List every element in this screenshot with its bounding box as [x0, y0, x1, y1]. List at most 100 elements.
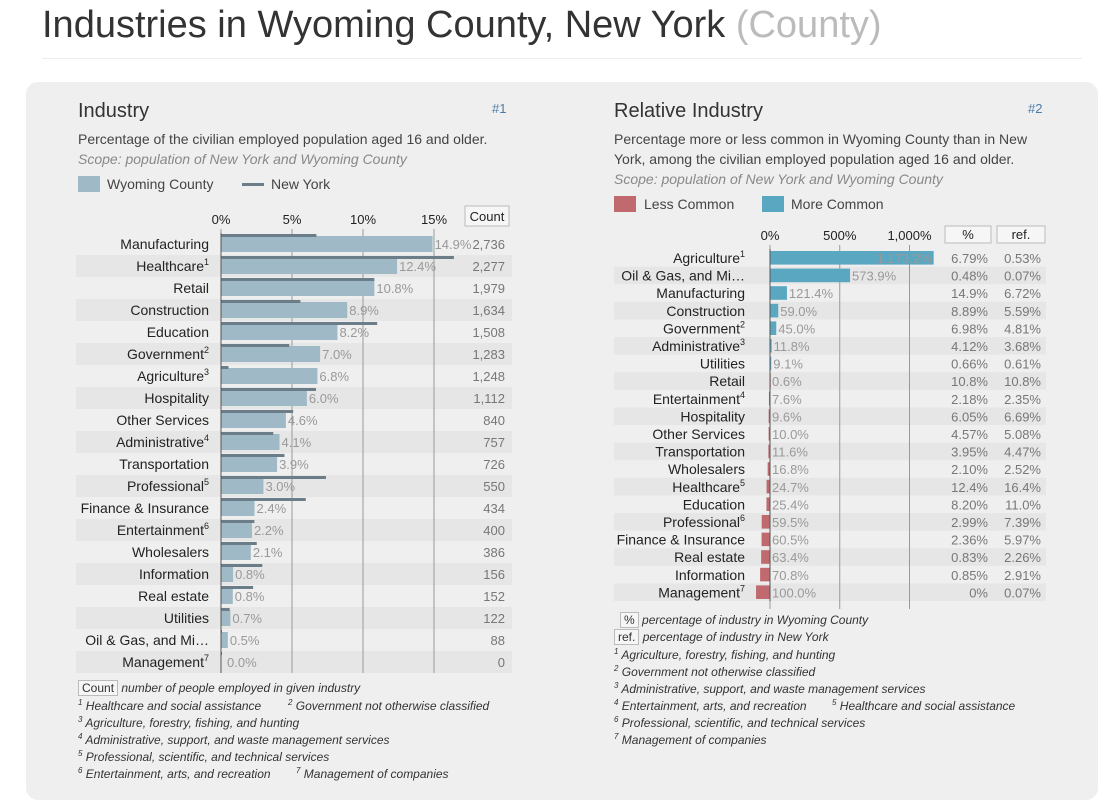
x-tick-label: 0%: [761, 228, 780, 243]
count-value: 1,248: [472, 369, 505, 384]
value-label: 9.1%: [773, 357, 803, 372]
category-label: Wholesalers: [132, 544, 209, 560]
value-label: 9.6%: [772, 409, 802, 424]
value-label: 3.0%: [265, 479, 295, 494]
new-york-marker: [221, 564, 263, 567]
category-label: Other Services: [116, 412, 209, 428]
chart1-footnote-4: 4 Administrative, support, and waste man…: [78, 732, 390, 747]
pct-value: 4.12%: [951, 339, 988, 354]
value-label: 573.9%: [852, 269, 897, 284]
wyoming-bar: [221, 588, 233, 604]
chart1-footnote-2-text: Government not otherwise classified: [295, 699, 490, 713]
ref-value: 0.07%: [1004, 269, 1041, 284]
wyoming-bar: [221, 610, 231, 626]
pct-value: 12.4%: [951, 480, 988, 495]
page-title-suffix: (County): [735, 4, 882, 46]
value-label: 59.0%: [780, 304, 817, 319]
row-stripe: [614, 301, 1046, 320]
less-common-bar: [768, 391, 770, 406]
row-stripe: [76, 651, 512, 673]
value-label: 2.1%: [253, 545, 283, 560]
chart1-footnote-count: Count number of people employed in given…: [78, 680, 360, 696]
value-label: 0.8%: [235, 589, 265, 604]
chart2-footnote-1: 1 Agriculture, forestry, fishing, and hu…: [614, 647, 836, 662]
value-label: 8.2%: [339, 325, 369, 340]
count-header: Count: [470, 209, 505, 224]
new-york-marker: [221, 388, 316, 391]
ref-value: 5.97%: [1004, 533, 1041, 548]
row-stripe: [614, 477, 1046, 496]
ref-value: 2.35%: [1004, 392, 1041, 407]
category-label: Professional5: [127, 477, 209, 494]
category-label: Entertainment6: [117, 521, 209, 538]
count-value: 386: [483, 545, 505, 560]
pct-value: 0.83%: [951, 550, 988, 565]
ref-header-box: [996, 225, 1046, 244]
chart1-footnote-4-text: Administrative, support, and waste manag…: [85, 733, 390, 747]
category-label: Finance & Insurance: [81, 500, 210, 516]
value-label: 2.2%: [254, 523, 284, 538]
category-label: Healthcare1: [136, 257, 209, 274]
category-label: Manufacturing: [120, 236, 209, 252]
more-common-bar: [770, 251, 934, 265]
pct-value: 2.10%: [951, 462, 988, 477]
value-label: 100.0%: [772, 585, 817, 600]
value-label: 12.4%: [399, 259, 436, 274]
ref-badge: ref.: [614, 629, 640, 645]
category-label: Management7: [122, 653, 209, 670]
chart2-footnote-4: 4 Entertainment, arts, and recreation: [614, 698, 807, 713]
wyoming-bar: [221, 324, 338, 340]
pct-value: 3.95%: [951, 445, 988, 460]
category-label: Administrative3: [652, 337, 745, 354]
new-york-marker: [221, 608, 230, 611]
new-york-marker: [221, 520, 255, 523]
row-stripe: [614, 548, 1046, 566]
more-common-bar: [770, 268, 851, 283]
wyoming-bar: [221, 434, 280, 450]
value-label: 6.8%: [319, 369, 349, 384]
value-label: 70.8%: [772, 568, 809, 583]
chart2-number-link[interactable]: #2: [1028, 101, 1043, 116]
new-york-marker: [221, 410, 294, 413]
row-stripe: [76, 475, 512, 497]
category-label: Education: [683, 496, 745, 512]
chart1-footnote-1-text: Healthcare and social assistance: [85, 699, 262, 713]
wyoming-bar: [221, 236, 433, 252]
category-label: Transportation: [119, 456, 209, 472]
category-label: Government2: [663, 319, 745, 336]
more-common-bar: [770, 303, 779, 318]
chart2-footnote-7: 7 Management of companies: [614, 732, 767, 747]
pct-value: 2.18%: [951, 392, 988, 407]
count-value: 1,508: [472, 325, 505, 340]
value-label: 0.8%: [235, 567, 265, 582]
legend-wyoming-label: Wyoming County: [107, 176, 214, 192]
less-common-bar: [760, 567, 770, 582]
less-common-bar: [767, 462, 770, 476]
chart1-number-link[interactable]: #1: [492, 101, 507, 116]
chart1-description: Percentage of the civilian employed popu…: [78, 129, 487, 169]
new-york-marker: [221, 586, 254, 589]
category-label: Oil & Gas, and Mi…: [85, 632, 209, 648]
pct-value: 8.20%: [951, 497, 988, 512]
chart1-footnote-2: 2 Government not otherwise classified: [288, 698, 490, 713]
chart2-footnote-5: 5 Healthcare and social assistance: [832, 698, 1016, 713]
wyoming-bar: [221, 412, 286, 428]
category-label: Retail: [709, 373, 745, 389]
wyoming-bar: [221, 500, 255, 516]
chart1-footnote-3: 3 Agriculture, forestry, fishing, and hu…: [78, 715, 300, 730]
count-header-box: [464, 205, 510, 227]
category-label: Healthcare5: [672, 478, 745, 495]
x-tick-label: 5%: [283, 212, 302, 227]
category-label: Agriculture1: [673, 249, 745, 266]
value-label: 16.8%: [772, 462, 809, 477]
category-label: Government2: [127, 345, 209, 362]
ref-value: 0.61%: [1004, 357, 1041, 372]
chart1-footnote-1: 1 Healthcare and social assistance: [78, 698, 262, 713]
pct-value: 0.85%: [951, 568, 988, 583]
value-label: 24.7%: [772, 480, 809, 495]
title-divider: [42, 58, 1082, 59]
pct-value: 6.05%: [951, 409, 988, 424]
value-label: 4.6%: [288, 413, 318, 428]
category-label: Administrative4: [116, 433, 209, 450]
